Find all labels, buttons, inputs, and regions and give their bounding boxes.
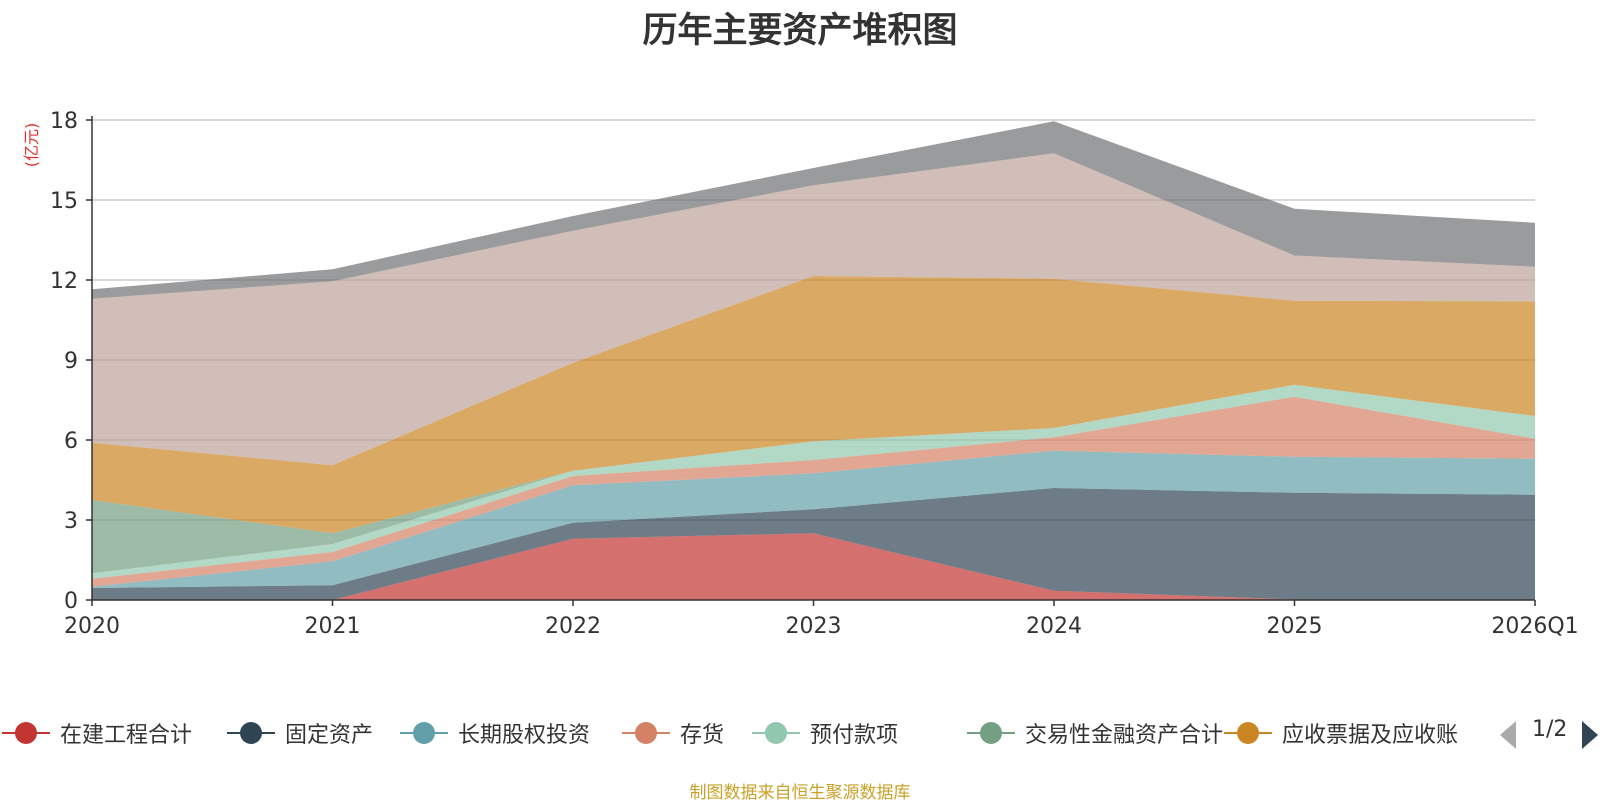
y-tick-label: 3	[64, 509, 78, 534]
legend-marker-icon	[752, 722, 800, 744]
x-tick-label: 2023	[786, 614, 842, 639]
legend-label: 应收票据及应收账	[1282, 723, 1459, 748]
area-1	[92, 533, 1535, 600]
area-9	[92, 121, 1535, 299]
y-tick-label: 18	[50, 109, 78, 134]
area-8	[92, 153, 1535, 466]
legend-label: 长期股权投资	[458, 723, 591, 748]
y-tick-label: 12	[50, 269, 78, 294]
y-tick-label: 0	[64, 589, 78, 614]
area-7	[92, 276, 1535, 534]
area-series	[92, 121, 1535, 600]
legend-label: 固定资产	[285, 723, 374, 748]
x-tick-label: 2025	[1267, 614, 1323, 639]
area-5	[92, 384, 1535, 579]
chart-title: 历年主要资产堆积图	[642, 11, 958, 51]
source-note: 制图数据来自恒生聚源数据库	[689, 783, 911, 803]
axes: 0 3 6 9 12 15 18 2020 2021 2022 2023 2024 2025 2026Q1	[50, 109, 1579, 639]
legend-label: 预付款项	[810, 723, 899, 748]
legend-label: 存货	[680, 723, 725, 748]
area-4	[92, 396, 1535, 587]
area-3	[92, 450, 1535, 588]
legend-pager: 1/2	[1500, 713, 1600, 753]
legend-marker-icon	[967, 722, 1015, 744]
x-tick-label: 2021	[305, 614, 361, 639]
legend-marker-icon	[622, 722, 670, 744]
y-axis-label: (亿元)	[22, 123, 41, 168]
y-tick-label: 6	[64, 429, 78, 454]
x-tick-label: 2026Q1	[1491, 614, 1578, 639]
legend-prev-arrow-icon[interactable]	[1500, 721, 1516, 749]
legend-marker-icon	[2, 722, 50, 744]
y-tick-label: 15	[50, 189, 78, 214]
chart-plot: 0 3 6 9 12 15 18 2020 2021 2022 2023 2024 2025 2026Q1…	[22, 109, 1579, 639]
area-2	[92, 488, 1535, 600]
x-tick-label: 2022	[545, 614, 601, 639]
legend-marker-icon	[1224, 722, 1272, 744]
legend-marker-icon	[400, 722, 448, 744]
legend-label: 交易性金融资产合计	[1025, 723, 1224, 748]
y-tick-label: 9	[64, 349, 78, 374]
legend-marker-icon	[227, 722, 275, 744]
area-6	[92, 384, 1535, 574]
x-tick-label: 2020	[64, 614, 120, 639]
x-tick-label: 2024	[1026, 614, 1082, 639]
legend: 在建工程合计 固定资产 长期股权投资 存货 预付款项 交易性金融资产合计 应收票据及应收账	[0, 713, 1600, 753]
legend-label: 在建工程合计	[60, 723, 193, 748]
legend-page-indicator: 1/2	[1532, 717, 1568, 742]
legend-next-arrow-icon[interactable]	[1582, 721, 1598, 749]
